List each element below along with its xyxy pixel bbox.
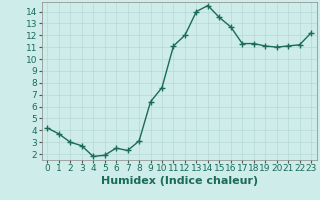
X-axis label: Humidex (Indice chaleur): Humidex (Indice chaleur) [100, 176, 258, 186]
